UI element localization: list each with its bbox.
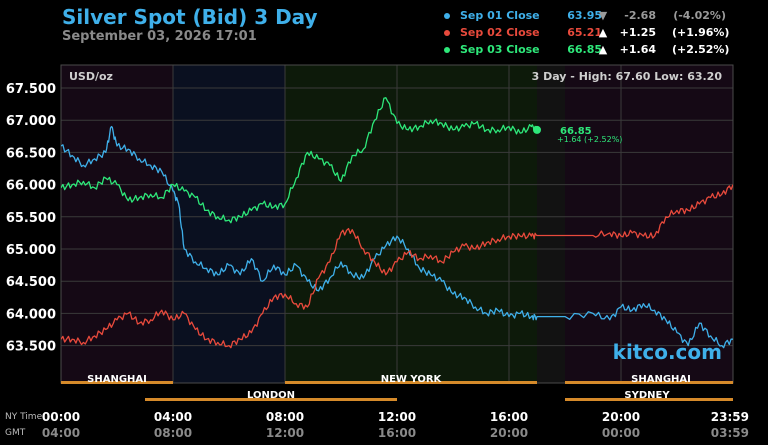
- x-tick-ny: 04:00: [154, 410, 192, 424]
- last-value-label: 66.85: [560, 126, 592, 137]
- y-tick-label: 66.500: [6, 146, 56, 161]
- gmt-label: GMT: [5, 428, 26, 438]
- session-shanghai: SHANGHAI: [87, 374, 147, 385]
- session-london: LONDON: [247, 390, 295, 401]
- x-tick-ny: 08:00: [266, 410, 304, 424]
- legend-name: Sep 02 Close: [460, 26, 540, 39]
- legend-row-sep03: Sep 03 Close 66.85 ▲ +1.64 (+2.52%): [444, 43, 764, 60]
- series-line-sep-01-close: [61, 125, 733, 349]
- legend-name: Sep 03 Close: [460, 43, 540, 56]
- y-tick-label: 67.000: [6, 114, 56, 129]
- y-tick-label: 64.000: [6, 307, 56, 322]
- legend-value: 65.21: [567, 26, 602, 39]
- arrow-up-icon: ▲: [598, 43, 608, 56]
- x-tick-ny: 00:00: [42, 410, 80, 424]
- x-tick-ny: 16:00: [490, 410, 528, 424]
- legend: Sep 01 Close 63.95 ▼ -2.68 (-4.02%) Sep …: [444, 9, 764, 60]
- range-label: 3 Day - High: 67.60 Low: 63.20: [532, 70, 723, 83]
- x-tick-gmt: 03:59: [711, 426, 749, 440]
- legend-value: 66.85: [567, 43, 602, 56]
- legend-dot-sep03: [444, 47, 450, 53]
- session-bars: SHANGHAI NEW YORK SHANGHAI LONDON SYDNEY: [61, 374, 733, 401]
- x-tick-gmt: 20:00: [490, 426, 528, 440]
- y-tick-label: 64.500: [6, 275, 56, 290]
- x-axis: 00:00 04:00 04:00 08:00 08:00 12:00 12:00 16:00…: [42, 410, 749, 440]
- legend-percent: (+2.52%): [672, 43, 730, 56]
- legend-percent: (-4.02%): [673, 9, 726, 22]
- legend-dot-sep01: [444, 13, 450, 19]
- x-tick-gmt: 04:00: [42, 426, 80, 440]
- y-tick-label: 66.000: [6, 179, 56, 194]
- session-shading: [61, 65, 733, 383]
- series-line-sep-03-close: [61, 97, 538, 224]
- arrow-down-icon: ▼: [598, 9, 608, 22]
- legend-name: Sep 01 Close: [460, 9, 540, 22]
- x-tick-gmt: 08:00: [154, 426, 192, 440]
- session-new-york: NEW YORK: [381, 374, 443, 385]
- y-tick-label: 65.500: [6, 211, 56, 226]
- watermark: kitco.com: [613, 340, 722, 364]
- x-tick-ny: 12:00: [378, 410, 416, 424]
- arrow-up-icon: ▲: [598, 26, 608, 39]
- legend-row-sep01: Sep 01 Close 63.95 ▼ -2.68 (-4.02%): [444, 9, 764, 26]
- legend-change: +1.25: [619, 26, 656, 39]
- x-tick-ny: 23:59: [711, 410, 749, 424]
- unit-label: USD/oz: [69, 70, 113, 83]
- legend-percent: (+1.96%): [672, 26, 730, 39]
- y-tick-label: 65.000: [6, 243, 56, 258]
- legend-change: +1.64: [619, 43, 656, 56]
- series-lines: [61, 97, 733, 349]
- y-axis: 63.500 64.000 64.500 65.000 65.500 66.000 66.5…: [6, 82, 56, 355]
- session-shanghai: SHANGHAI: [631, 374, 691, 385]
- last-point-dot: [533, 125, 541, 134]
- x-tick-gmt: 12:00: [266, 426, 304, 440]
- legend-row-sep02: Sep 02 Close 65.21 ▲ +1.25 (+1.96%): [444, 26, 764, 43]
- x-tick-gmt: 00:00: [602, 426, 640, 440]
- chart-timestamp: September 03, 2026 17:01: [62, 29, 257, 44]
- x-tick-ny: 20:00: [602, 410, 640, 424]
- x-tick-gmt: 16:00: [378, 426, 416, 440]
- last-value-marker: 66.85 +1.64 (+2.52%): [533, 125, 622, 144]
- session-sydney: SYDNEY: [624, 390, 670, 401]
- legend-dot-sep02: [444, 30, 450, 36]
- y-tick-label: 63.500: [6, 340, 56, 355]
- chart-title: Silver Spot (Bid) 3 Day: [62, 5, 318, 29]
- last-change-label: +1.64 (+2.52%): [557, 135, 622, 144]
- y-tick-label: 67.500: [6, 82, 56, 97]
- legend-value: 63.95: [567, 9, 602, 22]
- series-line-sep-02-close: [61, 184, 733, 349]
- legend-change: -2.68: [624, 9, 656, 22]
- ny-time-label: NY Time: [5, 412, 43, 422]
